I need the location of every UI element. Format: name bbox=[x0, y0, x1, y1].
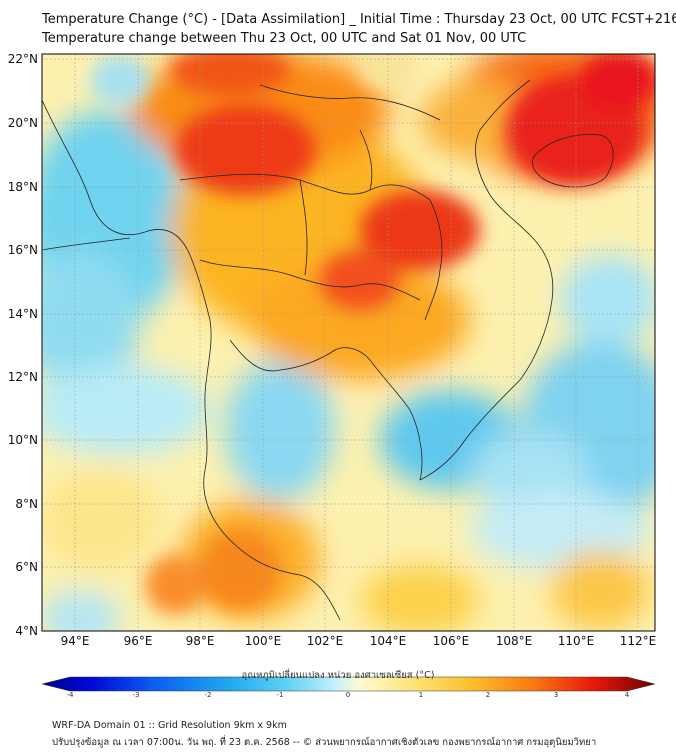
lat-label: 6°N bbox=[15, 560, 38, 574]
colorbar-tick: 2 bbox=[485, 691, 491, 699]
lon-label: 112°E bbox=[619, 634, 657, 648]
lat-label: 12°N bbox=[7, 370, 38, 384]
lon-label: 98°E bbox=[185, 634, 215, 648]
colorbar-tick: -2 bbox=[204, 691, 212, 699]
lon-label: 102°E bbox=[306, 634, 344, 648]
colorbar-tick: 4 bbox=[624, 691, 630, 699]
lon-label: 94°E bbox=[60, 634, 90, 648]
lat-label: 18°N bbox=[7, 180, 38, 194]
colorbar-tick: -1 bbox=[276, 691, 284, 699]
lat-label: 16°N bbox=[7, 243, 38, 257]
colorbar bbox=[41, 676, 656, 692]
footer-credit: ปรับปรุงข้อมูล ณ เวลา 07:00น. วัน พฤ. ที… bbox=[52, 737, 597, 748]
colorbar-tick: -4 bbox=[66, 691, 74, 699]
colorbar-tick: 1 bbox=[418, 691, 424, 699]
map-frame bbox=[41, 53, 656, 632]
temperature-field bbox=[42, 54, 655, 631]
lon-label: 106°E bbox=[432, 634, 470, 648]
colorbar-tick: -3 bbox=[132, 691, 140, 699]
gridlines bbox=[42, 54, 655, 631]
lat-label: 10°N bbox=[7, 433, 38, 447]
colorbar-tick: 0 bbox=[345, 691, 351, 699]
footer-model-info: WRF-DA Domain 01 :: Grid Resolution 9km … bbox=[52, 720, 287, 731]
lon-label: 100°E bbox=[244, 634, 282, 648]
lat-label: 14°N bbox=[7, 307, 38, 321]
map-title: Temperature Change (°C) - [Data Assimila… bbox=[42, 12, 676, 27]
lon-label: 96°E bbox=[123, 634, 153, 648]
coastlines bbox=[42, 79, 614, 621]
map-subtitle: Temperature change between Thu 23 Oct, 0… bbox=[42, 31, 527, 46]
lon-label: 104°E bbox=[369, 634, 407, 648]
lat-label: 8°N bbox=[15, 497, 38, 511]
colorbar-tick: 3 bbox=[553, 691, 559, 699]
colorbar-label: อุณหภูมิเปลี่ยนแปลง หน่วย องศาเซลเซียส (… bbox=[241, 670, 435, 681]
lat-label: 20°N bbox=[7, 116, 38, 130]
lat-label: 4°N bbox=[15, 624, 38, 638]
lon-label: 110°E bbox=[557, 634, 595, 648]
lat-label: 22°N bbox=[7, 52, 38, 66]
lon-label: 108°E bbox=[495, 634, 533, 648]
